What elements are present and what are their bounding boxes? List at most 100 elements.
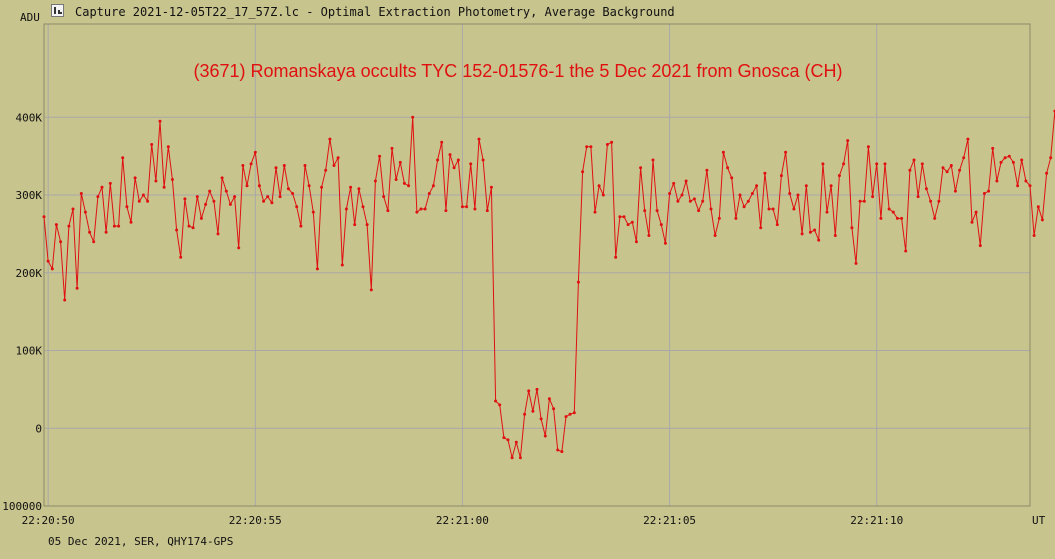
y-tick-label: 0	[35, 422, 42, 435]
data-point	[941, 166, 945, 170]
chart-title: (3671) Romanskaya occults TYC 152-01576-…	[194, 61, 843, 81]
data-point	[779, 174, 783, 178]
data-point	[937, 199, 941, 203]
data-point	[344, 207, 348, 211]
data-point	[307, 184, 311, 188]
data-point	[576, 280, 580, 284]
data-point	[659, 223, 663, 227]
data-point	[100, 185, 104, 189]
data-point	[929, 199, 933, 203]
data-point	[742, 205, 746, 209]
data-point	[721, 150, 725, 154]
y-tick-label: 400K	[16, 111, 43, 124]
data-point	[792, 207, 796, 211]
app-chart-icon[interactable]	[51, 4, 64, 17]
data-point	[535, 387, 539, 391]
data-point	[50, 267, 54, 271]
data-point	[92, 240, 96, 244]
data-point	[469, 162, 473, 166]
data-point	[63, 298, 67, 302]
data-point	[597, 184, 601, 188]
data-point	[291, 192, 295, 195]
data-point	[117, 224, 121, 228]
data-point	[639, 166, 643, 170]
data-point	[572, 411, 576, 415]
data-point	[585, 145, 589, 149]
data-point	[717, 216, 721, 220]
data-point	[643, 209, 647, 213]
data-point	[154, 179, 158, 183]
data-point	[444, 209, 448, 213]
data-point	[564, 415, 568, 419]
data-point	[1040, 218, 1044, 222]
data-point	[883, 162, 887, 166]
data-point	[891, 210, 895, 214]
data-point	[829, 184, 833, 188]
data-point	[506, 438, 510, 442]
data-point	[518, 456, 522, 460]
data-point	[556, 448, 560, 452]
data-point	[373, 179, 377, 183]
data-point	[121, 156, 125, 160]
data-point	[692, 197, 696, 201]
grid	[44, 24, 1030, 506]
data-point	[701, 199, 705, 203]
data-point	[539, 417, 543, 421]
data-point	[730, 176, 734, 180]
data-point	[684, 179, 688, 183]
data-point	[945, 170, 949, 174]
data-point	[473, 207, 477, 211]
data-point	[162, 185, 166, 189]
data-point	[1007, 154, 1011, 158]
data-point	[212, 199, 216, 203]
data-point	[253, 150, 257, 154]
data-point	[1024, 179, 1028, 183]
data-point	[510, 456, 514, 460]
data-point	[175, 228, 179, 232]
data-point	[191, 226, 195, 230]
data-point	[895, 216, 899, 220]
data-point	[228, 202, 232, 206]
data-point	[357, 187, 361, 191]
data-point	[605, 143, 609, 146]
data-point	[83, 210, 87, 214]
data-point	[866, 145, 870, 149]
data-point	[916, 195, 920, 199]
data-point	[953, 189, 957, 193]
data-point	[216, 232, 220, 236]
data-point	[67, 224, 71, 228]
data-point	[278, 195, 282, 199]
data-point	[978, 244, 982, 248]
data-point	[924, 187, 928, 191]
data-point	[220, 176, 224, 180]
data-point	[618, 215, 622, 219]
data-point	[104, 230, 108, 234]
data-point	[133, 176, 137, 180]
data-point	[266, 195, 270, 199]
data-points	[42, 109, 1055, 460]
data-point	[589, 145, 593, 149]
data-point	[1003, 156, 1007, 160]
data-point	[448, 153, 452, 157]
x-tick-label: 22:20:55	[229, 514, 282, 527]
data-point	[796, 193, 800, 197]
data-point	[398, 160, 402, 164]
data-point	[837, 174, 841, 178]
data-point	[498, 403, 502, 407]
y-tick-label: 300K	[16, 189, 43, 202]
data-point	[485, 209, 489, 213]
data-point	[858, 199, 862, 203]
y-axis-unit-label: ADU	[20, 11, 40, 24]
data-point	[299, 224, 303, 228]
data-point	[626, 223, 630, 227]
y-tick-label: 200K	[16, 267, 43, 280]
data-point	[833, 234, 837, 237]
data-point	[54, 223, 58, 227]
data-point	[199, 216, 203, 220]
data-point	[150, 143, 154, 146]
data-point	[1028, 184, 1032, 188]
data-point	[630, 220, 634, 224]
data-point	[465, 205, 469, 209]
data-point	[850, 226, 854, 230]
data-point	[672, 181, 676, 185]
